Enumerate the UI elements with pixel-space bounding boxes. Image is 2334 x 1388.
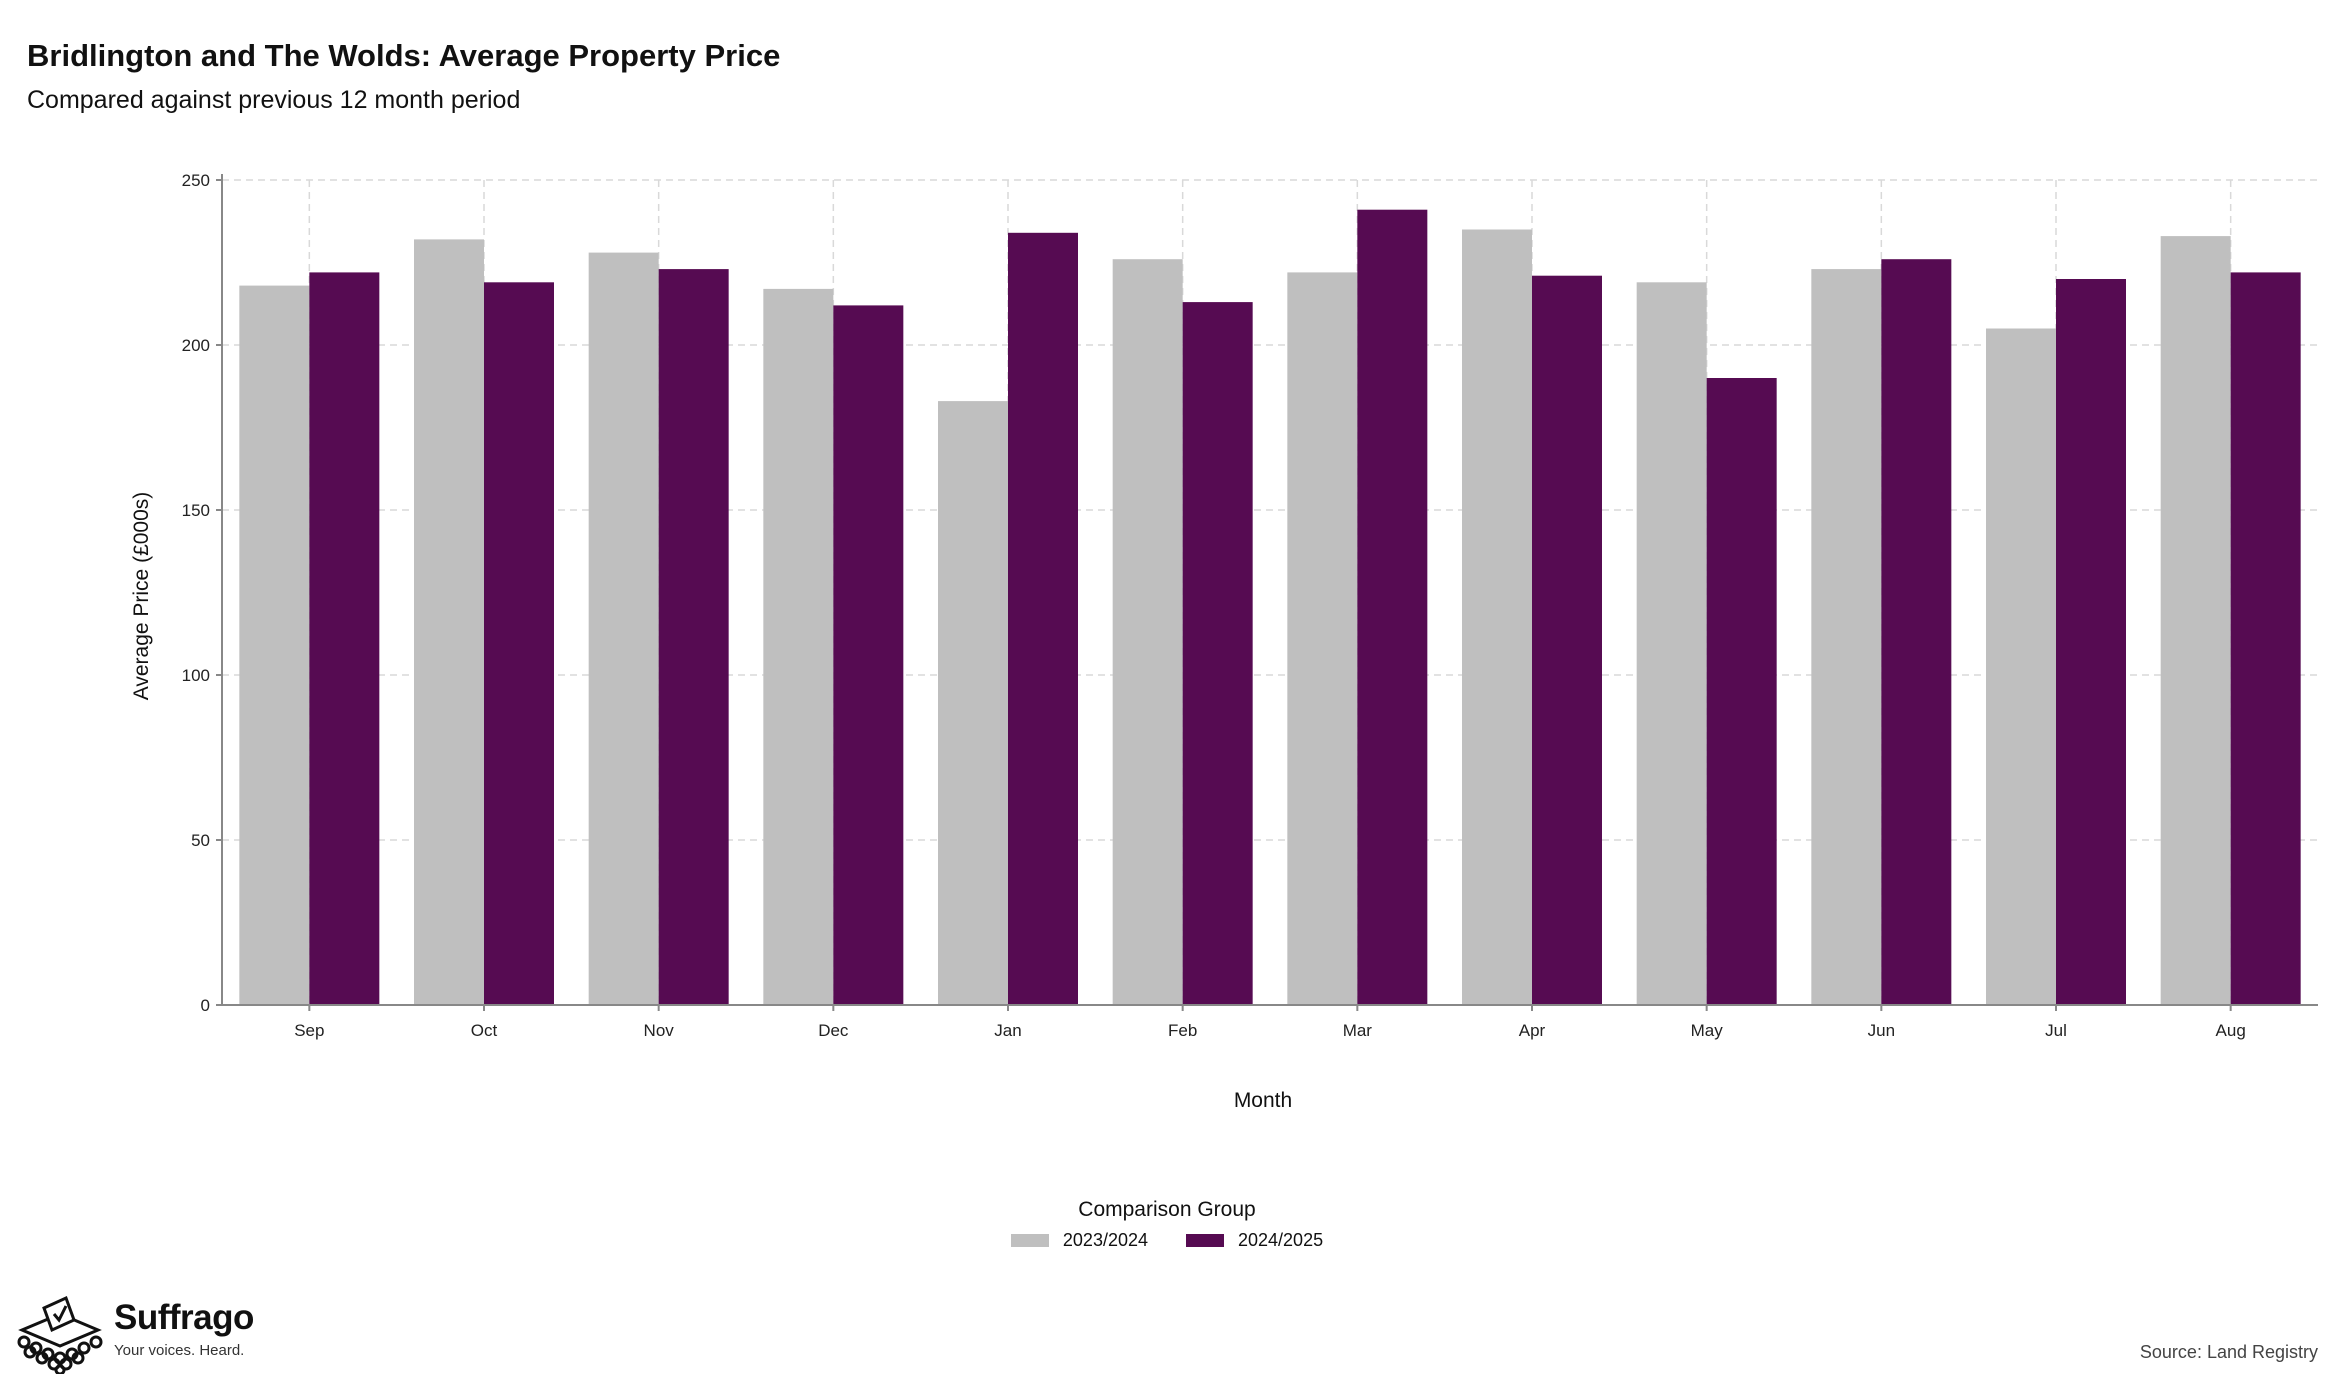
bar-2023-2024-mar — [1287, 272, 1358, 1005]
bar-2023-2024-oct — [414, 239, 484, 1005]
x-tick-label: Feb — [1168, 1021, 1197, 1040]
bar-2024-2025-may — [1706, 378, 1777, 1005]
bar-2023-2024-jan — [938, 401, 1008, 1006]
bar-2023-2024-may — [1636, 282, 1707, 1005]
x-tick-label: May — [1691, 1021, 1724, 1040]
y-tick-label: 250 — [182, 171, 210, 190]
x-tick-label: Jul — [2045, 1021, 2067, 1040]
bar-2023-2024-jun — [1811, 269, 1882, 1006]
chart-subtitle: Compared against previous 12 month perio… — [27, 86, 521, 114]
x-tick-label: Sep — [294, 1021, 324, 1040]
bar-2023-2024-aug — [2160, 236, 2231, 1006]
x-axis-title: Month — [1234, 1089, 1292, 1112]
legend-title: Comparison Group — [1078, 1198, 1256, 1221]
legend-item-2023-2024: 2023/2024 — [1010, 1230, 1148, 1251]
bar-2024-2025-aug — [2230, 272, 2301, 1005]
y-tick-labels: 0 50 100 150 200 250 — [182, 171, 222, 1015]
legend-item-2024-2025: 2024/2025 — [1186, 1230, 1323, 1251]
bar-2024-2025-oct — [484, 282, 554, 1005]
bar-2023-2024-nov — [588, 252, 659, 1006]
bar-2024-2025-jan — [1008, 232, 1078, 1006]
bar-2023-2024-dec — [763, 288, 834, 1005]
bar-2024-2025-jul — [2056, 279, 2126, 1005]
legend-label-2024-2025: 2024/2025 — [1238, 1230, 1324, 1250]
x-tick-labels: Sep Oct Nov Dec Jan Feb Mar Apr May Jun Jul Aug — [294, 1005, 2246, 1040]
y-tick-label: 200 — [182, 336, 210, 355]
bar-2024-2025-dec — [833, 305, 904, 1005]
x-tick-label: Dec — [818, 1021, 849, 1040]
bar-2023-2024-jul — [1986, 328, 2056, 1005]
y-tick-label: 150 — [182, 501, 210, 520]
x-tick-label: Aug — [2216, 1021, 2246, 1040]
y-tick-label: 0 — [201, 996, 210, 1015]
legend-swatch-2023-2024 — [1010, 1234, 1049, 1247]
suffrago-logo: Suffrago Your voices. Heard. — [14, 1292, 254, 1374]
y-tick-label: 100 — [182, 666, 210, 685]
y-tick-label: 50 — [191, 831, 210, 850]
ballot-box-icon — [17, 1295, 103, 1374]
source-note: Source: Land Registry — [2139, 1342, 2318, 1362]
bar-chart: 0 50 100 150 200 250 Sep Oct Nov Dec Jan Feb Mar Apr… — [130, 171, 2318, 1112]
axes — [221, 174, 2318, 1006]
bars — [239, 209, 2301, 1006]
x-tick-label: Nov — [644, 1021, 675, 1040]
legend-swatch-2024-2025 — [1186, 1234, 1224, 1247]
legend: Comparison Group 2023/2024 2024/2025 — [0, 1198, 2334, 1251]
bar-2024-2025-feb — [1182, 302, 1253, 1006]
bar-2024-2025-nov — [658, 269, 729, 1006]
bar-2024-2025-apr — [1532, 275, 1602, 1005]
bar-2024-2025-sep — [309, 272, 380, 1005]
y-axis-title: Average Price (£000s) — [130, 492, 153, 701]
x-tick-label: Jun — [1868, 1021, 1895, 1040]
x-tick-label: Jan — [994, 1021, 1021, 1040]
x-tick-label: Mar — [1343, 1021, 1373, 1040]
brand-name: Suffrago — [114, 1298, 254, 1337]
chart-title: Bridlington and The Wolds: Average Prope… — [27, 38, 781, 73]
brand-tagline: Your voices. Heard. — [114, 1342, 245, 1359]
x-tick-label: Apr — [1519, 1021, 1546, 1040]
bar-2023-2024-apr — [1462, 229, 1532, 1005]
x-tick-label: Oct — [471, 1021, 498, 1040]
legend-label-2023-2024: 2023/2024 — [1062, 1230, 1148, 1250]
bar-2024-2025-mar — [1357, 209, 1428, 1005]
bar-2024-2025-jun — [1881, 259, 1952, 1005]
bar-2023-2024-feb — [1112, 259, 1183, 1005]
bar-2023-2024-sep — [239, 285, 310, 1006]
